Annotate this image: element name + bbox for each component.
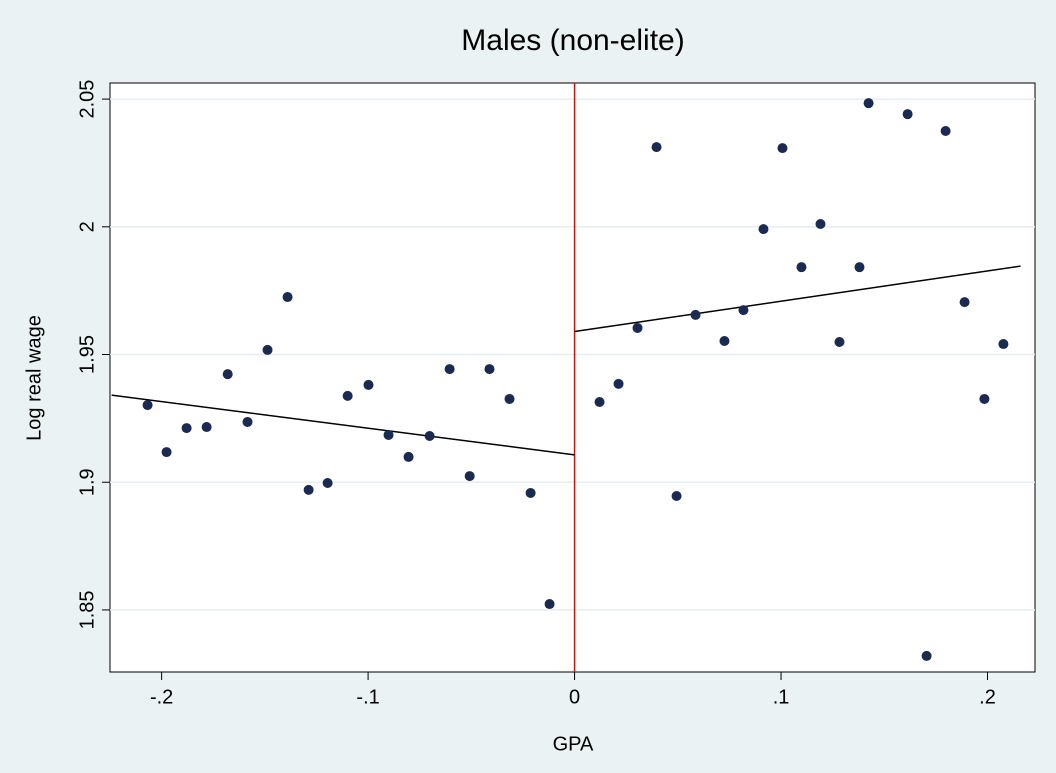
point: [863, 98, 874, 109]
point: [504, 393, 515, 404]
point: [815, 218, 826, 229]
point: [424, 430, 435, 441]
point: [834, 336, 845, 347]
x-tick-label: .1: [773, 686, 790, 708]
x-tick-label: -.2: [150, 686, 173, 708]
fit-line: [111, 394, 575, 456]
x-tick-label: -.1: [356, 686, 379, 708]
point: [262, 344, 273, 355]
point: [201, 422, 212, 433]
point: [464, 471, 475, 482]
point: [613, 378, 624, 389]
point: [959, 297, 970, 308]
point: [484, 364, 495, 375]
point: [303, 484, 314, 495]
y-tick-label: 2.05: [76, 80, 98, 119]
y-tick-label: 1.95: [76, 335, 98, 374]
fit-line: [574, 265, 1021, 333]
point: [796, 262, 807, 273]
point: [222, 369, 233, 380]
point: [921, 650, 932, 661]
point: [651, 142, 662, 153]
point: [632, 322, 643, 333]
point: [979, 393, 990, 404]
point: [403, 451, 414, 462]
x-tick-label: 0: [569, 686, 580, 708]
point: [282, 292, 293, 303]
chart-title: Males (non-elite): [461, 24, 684, 57]
point: [142, 400, 153, 411]
point: [161, 447, 172, 458]
point: [383, 429, 394, 440]
y-tick-label: 1.9: [76, 468, 98, 496]
point: [738, 305, 749, 316]
point: [777, 143, 788, 154]
point: [322, 477, 333, 488]
y-tick-label: 2: [76, 221, 98, 232]
point: [363, 379, 374, 390]
y-axis-label: Log real wage: [23, 315, 45, 441]
x-tick-label: .2: [979, 686, 996, 708]
point: [854, 262, 865, 273]
point: [525, 487, 536, 498]
point: [690, 309, 701, 320]
point: [181, 423, 192, 434]
point: [998, 339, 1009, 350]
point: [671, 491, 682, 502]
plot-area: [109, 82, 1036, 673]
point: [719, 335, 730, 346]
point: [544, 599, 555, 610]
point: [342, 390, 353, 401]
point: [444, 364, 455, 375]
point: [242, 416, 253, 427]
point: [594, 397, 605, 408]
x-axis-label: GPA: [553, 733, 594, 755]
point: [758, 224, 769, 235]
point: [902, 109, 913, 120]
point: [940, 126, 951, 137]
y-tick-label: 1.85: [76, 590, 98, 629]
